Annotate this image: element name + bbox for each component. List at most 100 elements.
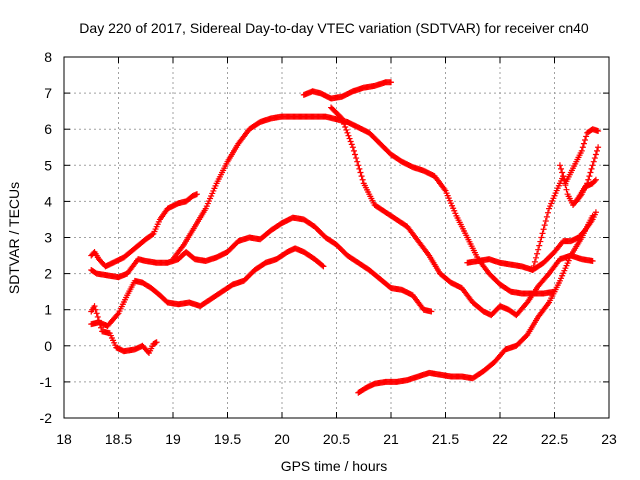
data-point	[592, 151, 599, 158]
data-point	[536, 242, 543, 249]
data-point	[588, 165, 595, 172]
data-point	[542, 217, 549, 224]
data-point	[388, 79, 394, 86]
data-point	[153, 339, 160, 346]
y-tick-label: 5	[44, 157, 52, 173]
data-point	[193, 191, 200, 198]
data-point	[357, 169, 364, 176]
data-point	[94, 313, 101, 320]
chart-title: Day 220 of 2017, Sidereal Day-to-day VTE…	[79, 20, 589, 36]
data-point	[349, 144, 356, 151]
data-point	[580, 140, 587, 147]
data-point	[98, 324, 105, 331]
series-arc-12	[573, 144, 602, 205]
data-point	[356, 165, 363, 172]
data-point	[544, 209, 551, 216]
data-point	[529, 266, 536, 273]
data-point	[541, 222, 548, 229]
data-point	[584, 180, 591, 187]
y-axis-label: SDTVAR / TECUs	[6, 182, 22, 294]
x-tick-label: 18	[56, 431, 72, 447]
data-point	[540, 226, 547, 233]
y-tick-label: -2	[40, 410, 53, 426]
data-point	[340, 118, 347, 125]
data-point	[591, 177, 598, 184]
data-point	[583, 133, 590, 140]
data-point	[319, 262, 326, 269]
data-point	[95, 317, 102, 324]
data-point	[558, 165, 565, 172]
data-point	[342, 124, 349, 131]
x-tick-label: 18.5	[105, 431, 132, 447]
series-arc-7	[328, 104, 596, 319]
series-arc-1	[88, 191, 200, 270]
y-axis-ticks: -2 -1 0 1 2 3 4 5 6 7 8	[40, 49, 609, 426]
data-point	[579, 144, 586, 151]
y-tick-label: -1	[40, 374, 53, 390]
data-point	[358, 173, 365, 180]
data-point	[590, 158, 597, 165]
data-point	[114, 311, 121, 318]
data-point	[92, 306, 99, 313]
series-arc-5	[170, 113, 558, 297]
data-point	[346, 135, 353, 142]
data-point	[152, 339, 159, 346]
x-tick-label: 22	[492, 431, 508, 447]
x-tick-label: 22.5	[541, 431, 568, 447]
data-point	[350, 147, 357, 154]
data-point	[589, 212, 596, 219]
data-series	[88, 79, 602, 396]
data-point	[352, 151, 359, 158]
series-arc-11	[556, 126, 602, 187]
y-tick-label: 1	[44, 302, 52, 318]
series-arc-4	[88, 303, 160, 357]
data-point	[539, 230, 546, 237]
data-point	[559, 169, 566, 176]
data-point	[589, 162, 596, 169]
data-point	[589, 257, 596, 264]
x-tick-label: 21.5	[432, 431, 459, 447]
data-point	[537, 238, 544, 245]
data-point	[586, 173, 593, 180]
data-point	[591, 155, 598, 162]
data-point	[530, 262, 537, 269]
data-point	[534, 250, 541, 257]
data-point	[347, 138, 354, 145]
data-point	[428, 308, 435, 315]
data-point	[578, 147, 585, 154]
y-tick-label: 6	[44, 121, 52, 137]
data-point	[563, 186, 570, 193]
data-point	[355, 162, 362, 169]
data-point	[337, 114, 344, 121]
data-point	[353, 155, 360, 162]
data-point	[341, 121, 348, 128]
data-point	[587, 169, 594, 176]
y-tick-label: 7	[44, 85, 52, 101]
data-point	[91, 303, 98, 310]
data-point	[556, 162, 563, 169]
data-point	[594, 147, 601, 154]
x-tick-label: 23	[601, 431, 617, 447]
series-arc-2	[88, 214, 435, 315]
data-point	[345, 132, 352, 139]
data-point	[592, 176, 599, 183]
x-tick-label: 19.5	[214, 431, 241, 447]
data-point	[535, 246, 542, 253]
x-axis-label: GPS time / hours	[281, 458, 388, 474]
y-tick-label: 4	[44, 193, 52, 209]
data-point	[344, 129, 351, 136]
data-point	[532, 254, 539, 261]
x-tick-label: 20.5	[323, 431, 350, 447]
grid-lines	[64, 57, 609, 418]
x-tick-label: 20	[274, 431, 290, 447]
data-point	[592, 209, 599, 216]
series-arc-3	[88, 245, 327, 329]
series-arc-6	[300, 79, 394, 102]
data-point	[531, 258, 538, 265]
x-tick-label: 19	[165, 431, 181, 447]
series-arc-9	[355, 212, 596, 396]
x-axis-ticks: 18 18.5 19 19.5 20 20.5 21 21.5 22 22.5 23	[56, 57, 617, 447]
y-tick-label: 0	[44, 338, 52, 354]
data-point	[149, 231, 156, 238]
